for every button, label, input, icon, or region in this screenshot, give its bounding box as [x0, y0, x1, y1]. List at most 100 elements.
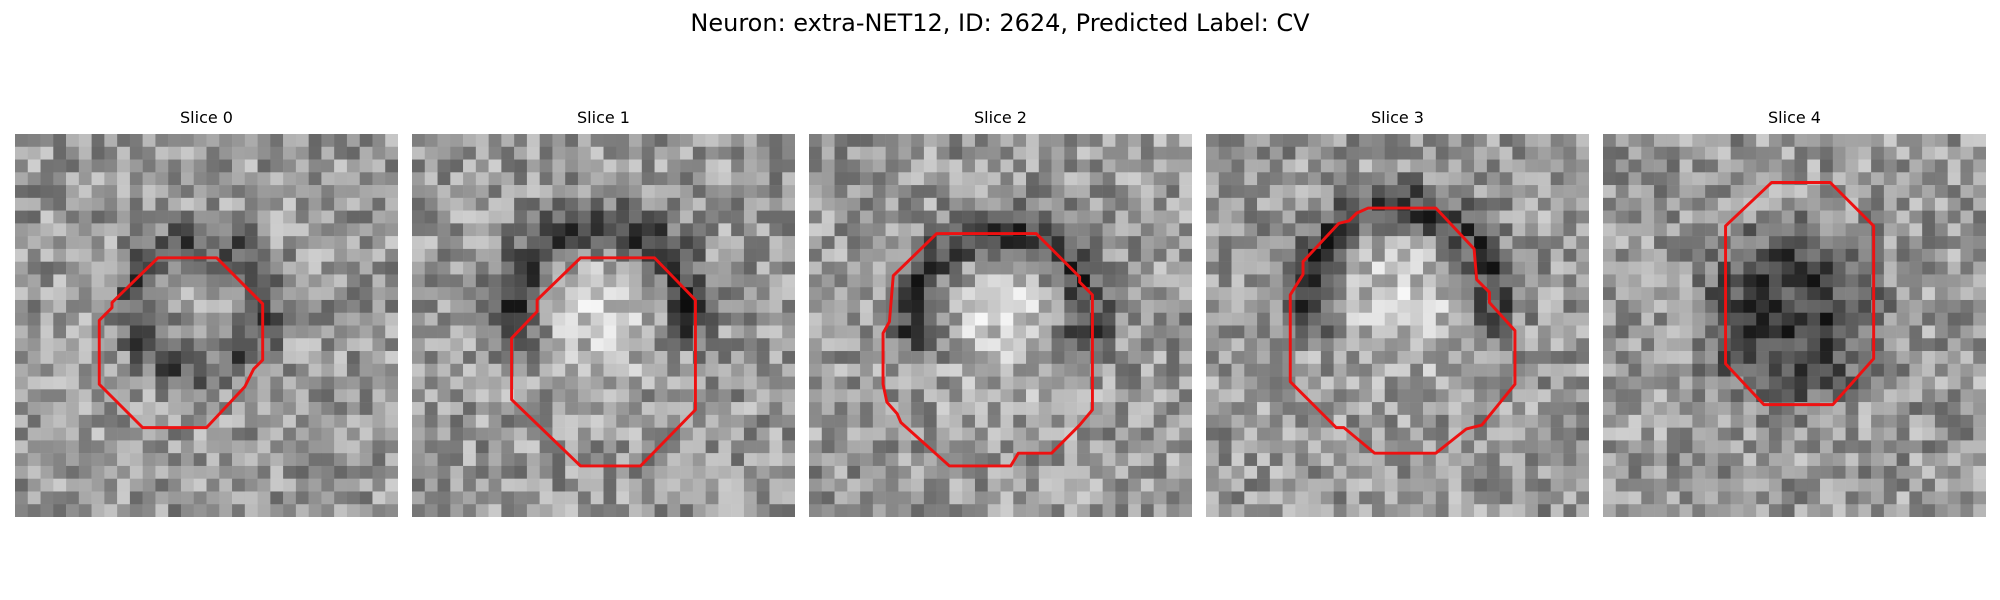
image-pixel: [245, 211, 258, 224]
image-pixel: [565, 491, 578, 504]
image-pixel: [1922, 491, 1935, 504]
image-pixel: [552, 172, 565, 185]
image-pixel: [1295, 147, 1308, 160]
image-pixel: [438, 377, 451, 390]
image-pixel: [1039, 415, 1052, 428]
image-pixel: [1782, 223, 1795, 236]
image-pixel: [1756, 198, 1769, 211]
image-pixel: [616, 236, 629, 249]
image-pixel: [1922, 300, 1935, 313]
image-pixel: [1372, 415, 1385, 428]
image-pixel: [438, 313, 451, 326]
image-pixel: [1909, 160, 1922, 173]
image-pixel: [41, 377, 54, 390]
image-pixel: [425, 440, 438, 453]
image-pixel: [860, 415, 873, 428]
image-pixel: [476, 415, 489, 428]
image-pixel: [822, 491, 835, 504]
image-pixel: [450, 198, 463, 211]
image-pixel: [1346, 185, 1359, 198]
image-pixel: [501, 198, 514, 211]
image-pixel: [1922, 326, 1935, 339]
image-pixel: [309, 249, 322, 262]
image-pixel: [1756, 223, 1769, 236]
image-pixel: [1179, 440, 1192, 453]
image-pixel: [578, 326, 591, 339]
image-pixel: [1603, 466, 1616, 479]
image-pixel: [450, 364, 463, 377]
image-pixel: [1897, 389, 1910, 402]
image-pixel: [988, 440, 1001, 453]
image-pixel: [309, 326, 322, 339]
image-pixel: [207, 211, 220, 224]
image-pixel: [1449, 491, 1462, 504]
image-pixel: [1398, 172, 1411, 185]
image-pixel: [835, 377, 848, 390]
image-pixel: [1244, 479, 1257, 492]
image-pixel: [604, 440, 617, 453]
image-pixel: [489, 364, 502, 377]
image-pixel: [949, 313, 962, 326]
image-pixel: [616, 428, 629, 441]
image-pixel: [1449, 134, 1462, 147]
image-pixel: [1641, 491, 1654, 504]
image-pixel: [1909, 274, 1922, 287]
image-pixel: [1359, 236, 1372, 249]
image-pixel: [1206, 211, 1219, 224]
image-pixel: [1321, 198, 1334, 211]
image-pixel: [578, 466, 591, 479]
image-pixel: [1858, 172, 1871, 185]
image-pixel: [1398, 364, 1411, 377]
image-pixel: [1960, 287, 1973, 300]
image-pixel: [540, 351, 553, 364]
image-pixel: [1756, 313, 1769, 326]
image-pixel: [1244, 313, 1257, 326]
image-pixel: [309, 351, 322, 364]
image-pixel: [1423, 172, 1436, 185]
image-pixel: [1449, 453, 1462, 466]
image-pixel: [847, 236, 860, 249]
image-pixel: [860, 428, 873, 441]
image-pixel: [168, 440, 181, 453]
image-pixel: [476, 160, 489, 173]
image-pixel: [1372, 491, 1385, 504]
image-pixel: [245, 351, 258, 364]
image-pixel: [1743, 172, 1756, 185]
image-pixel: [1141, 402, 1154, 415]
image-pixel: [1219, 313, 1232, 326]
image-pixel: [1551, 466, 1564, 479]
image-pixel: [412, 160, 425, 173]
image-pixel: [937, 415, 950, 428]
image-pixel: [1359, 147, 1372, 160]
image-pixel: [1166, 198, 1179, 211]
image-pixel: [1909, 300, 1922, 313]
image-pixel: [847, 274, 860, 287]
image-pixel: [1232, 351, 1245, 364]
image-pixel: [425, 262, 438, 275]
image-pixel: [1026, 389, 1039, 402]
image-pixel: [1935, 300, 1948, 313]
image-pixel: [245, 466, 258, 479]
image-pixel: [1551, 211, 1564, 224]
image-pixel: [1308, 134, 1321, 147]
image-pixel: [860, 236, 873, 249]
image-pixel: [1244, 223, 1257, 236]
image-pixel: [1846, 402, 1859, 415]
image-pixel: [886, 147, 899, 160]
image-pixel: [334, 453, 347, 466]
image-pixel: [1474, 504, 1487, 517]
image-pixel: [1206, 147, 1219, 160]
image-pixel: [1308, 491, 1321, 504]
image-pixel: [489, 147, 502, 160]
image-pixel: [1629, 428, 1642, 441]
image-pixel: [1179, 313, 1192, 326]
image-pixel: [412, 134, 425, 147]
image-pixel: [1410, 249, 1423, 262]
image-pixel: [1308, 338, 1321, 351]
image-pixel: [1436, 364, 1449, 377]
image-pixel: [372, 338, 385, 351]
image-pixel: [731, 504, 744, 517]
image-pixel: [1077, 172, 1090, 185]
image-pixel: [1846, 134, 1859, 147]
image-pixel: [988, 466, 1001, 479]
